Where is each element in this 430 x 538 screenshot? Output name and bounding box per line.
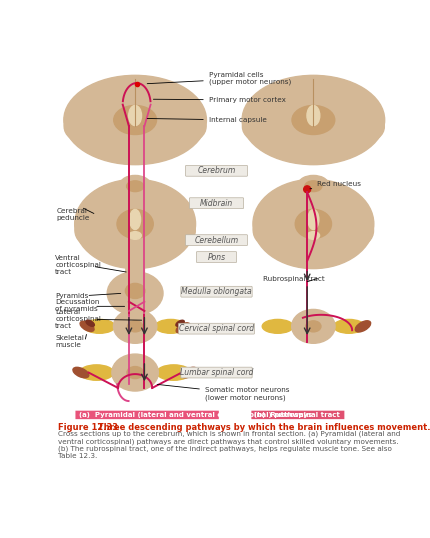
Ellipse shape: [306, 321, 321, 332]
Ellipse shape: [162, 215, 195, 246]
Text: Cerebellum: Cerebellum: [194, 236, 239, 245]
Ellipse shape: [128, 321, 143, 332]
Text: Somatic motor neurons
(lower motor neurons): Somatic motor neurons (lower motor neuro…: [157, 385, 289, 401]
Ellipse shape: [292, 105, 335, 134]
Text: ventral corticospinal) pathways are direct pathways that control skilled volunta: ventral corticospinal) pathways are dire…: [58, 438, 399, 444]
Ellipse shape: [181, 367, 197, 378]
Ellipse shape: [292, 309, 335, 343]
Text: Medulla oblongata: Medulla oblongata: [181, 287, 252, 296]
FancyBboxPatch shape: [197, 252, 237, 263]
FancyBboxPatch shape: [126, 266, 144, 275]
Ellipse shape: [242, 75, 385, 165]
Ellipse shape: [340, 215, 374, 246]
Ellipse shape: [307, 232, 319, 239]
Text: Table 12.3.: Table 12.3.: [58, 452, 98, 458]
FancyBboxPatch shape: [181, 367, 252, 378]
Ellipse shape: [253, 215, 286, 246]
Ellipse shape: [75, 179, 196, 268]
Ellipse shape: [112, 354, 158, 391]
FancyBboxPatch shape: [185, 235, 248, 245]
Ellipse shape: [114, 105, 157, 134]
Ellipse shape: [120, 175, 150, 193]
Text: Midbrain: Midbrain: [200, 199, 233, 208]
Ellipse shape: [114, 309, 157, 343]
Ellipse shape: [80, 321, 94, 331]
Text: Lumbar spinal cord: Lumbar spinal cord: [180, 368, 253, 377]
Ellipse shape: [307, 105, 320, 125]
Text: Lateral
corticospinal
tract: Lateral corticospinal tract: [55, 309, 101, 329]
Ellipse shape: [157, 365, 191, 380]
Ellipse shape: [355, 321, 371, 332]
Text: Internal capsule: Internal capsule: [147, 117, 267, 123]
Ellipse shape: [126, 284, 145, 299]
FancyBboxPatch shape: [189, 198, 244, 209]
Ellipse shape: [75, 215, 108, 246]
Ellipse shape: [295, 209, 332, 238]
FancyBboxPatch shape: [178, 323, 255, 334]
Text: (b) The rubrospinal tract, one of the indirect pathways, helps regulate muscle t: (b) The rubrospinal tract, one of the in…: [58, 445, 392, 452]
Text: Red nucleus: Red nucleus: [310, 181, 361, 189]
FancyBboxPatch shape: [185, 165, 248, 176]
Text: Cross sections up to the cerebrum, which is shown in frontal section. (a) Pyrami: Cross sections up to the cerebrum, which…: [58, 431, 401, 437]
Ellipse shape: [167, 111, 206, 143]
Text: Pyramids: Pyramids: [55, 293, 89, 299]
Ellipse shape: [129, 232, 141, 239]
Text: (b)  Rubrospinal tract: (b) Rubrospinal tract: [255, 412, 341, 418]
Ellipse shape: [130, 209, 141, 230]
Text: Cervical spinal cord: Cervical spinal cord: [179, 324, 254, 333]
Ellipse shape: [334, 320, 365, 333]
Text: Pons: Pons: [207, 252, 226, 261]
Ellipse shape: [117, 209, 153, 238]
Ellipse shape: [80, 365, 114, 380]
Ellipse shape: [345, 111, 384, 143]
Ellipse shape: [176, 320, 184, 327]
Ellipse shape: [129, 105, 141, 125]
Text: Pyramidal cells
(upper motor neurons): Pyramidal cells (upper motor neurons): [147, 72, 291, 85]
Ellipse shape: [305, 181, 322, 192]
Text: Rubrospinal tract: Rubrospinal tract: [263, 275, 325, 281]
Ellipse shape: [126, 181, 144, 192]
Ellipse shape: [308, 209, 319, 230]
Ellipse shape: [176, 323, 190, 333]
Ellipse shape: [73, 367, 89, 378]
Ellipse shape: [243, 111, 282, 143]
Text: Ventral
corticospinal
tract: Ventral corticospinal tract: [55, 255, 101, 275]
Ellipse shape: [86, 320, 94, 327]
Ellipse shape: [64, 111, 103, 143]
Ellipse shape: [107, 272, 163, 315]
Text: Figure 12.33: Figure 12.33: [58, 423, 118, 433]
Text: (a)  Pyramidal (lateral and ventral corticospinal) pathways: (a) Pyramidal (lateral and ventral corti…: [79, 412, 312, 418]
Ellipse shape: [262, 320, 293, 333]
FancyBboxPatch shape: [252, 410, 344, 419]
FancyBboxPatch shape: [181, 286, 252, 297]
Text: Cerebral
peduncle: Cerebral peduncle: [57, 208, 90, 221]
Ellipse shape: [299, 175, 328, 193]
Ellipse shape: [155, 320, 186, 333]
Text: Three descending pathways by which the brain influences movement.: Three descending pathways by which the b…: [92, 423, 430, 433]
Ellipse shape: [64, 75, 206, 165]
Text: Decussation
of pyramids: Decussation of pyramids: [55, 299, 100, 312]
Ellipse shape: [253, 179, 374, 268]
Text: Primary motor cortex: Primary motor cortex: [154, 97, 286, 103]
Text: Skeletal
muscle: Skeletal muscle: [55, 335, 84, 348]
Ellipse shape: [127, 366, 143, 379]
Ellipse shape: [84, 320, 115, 333]
Text: Cerebrum: Cerebrum: [197, 166, 236, 175]
Circle shape: [304, 186, 310, 193]
FancyBboxPatch shape: [75, 410, 219, 419]
